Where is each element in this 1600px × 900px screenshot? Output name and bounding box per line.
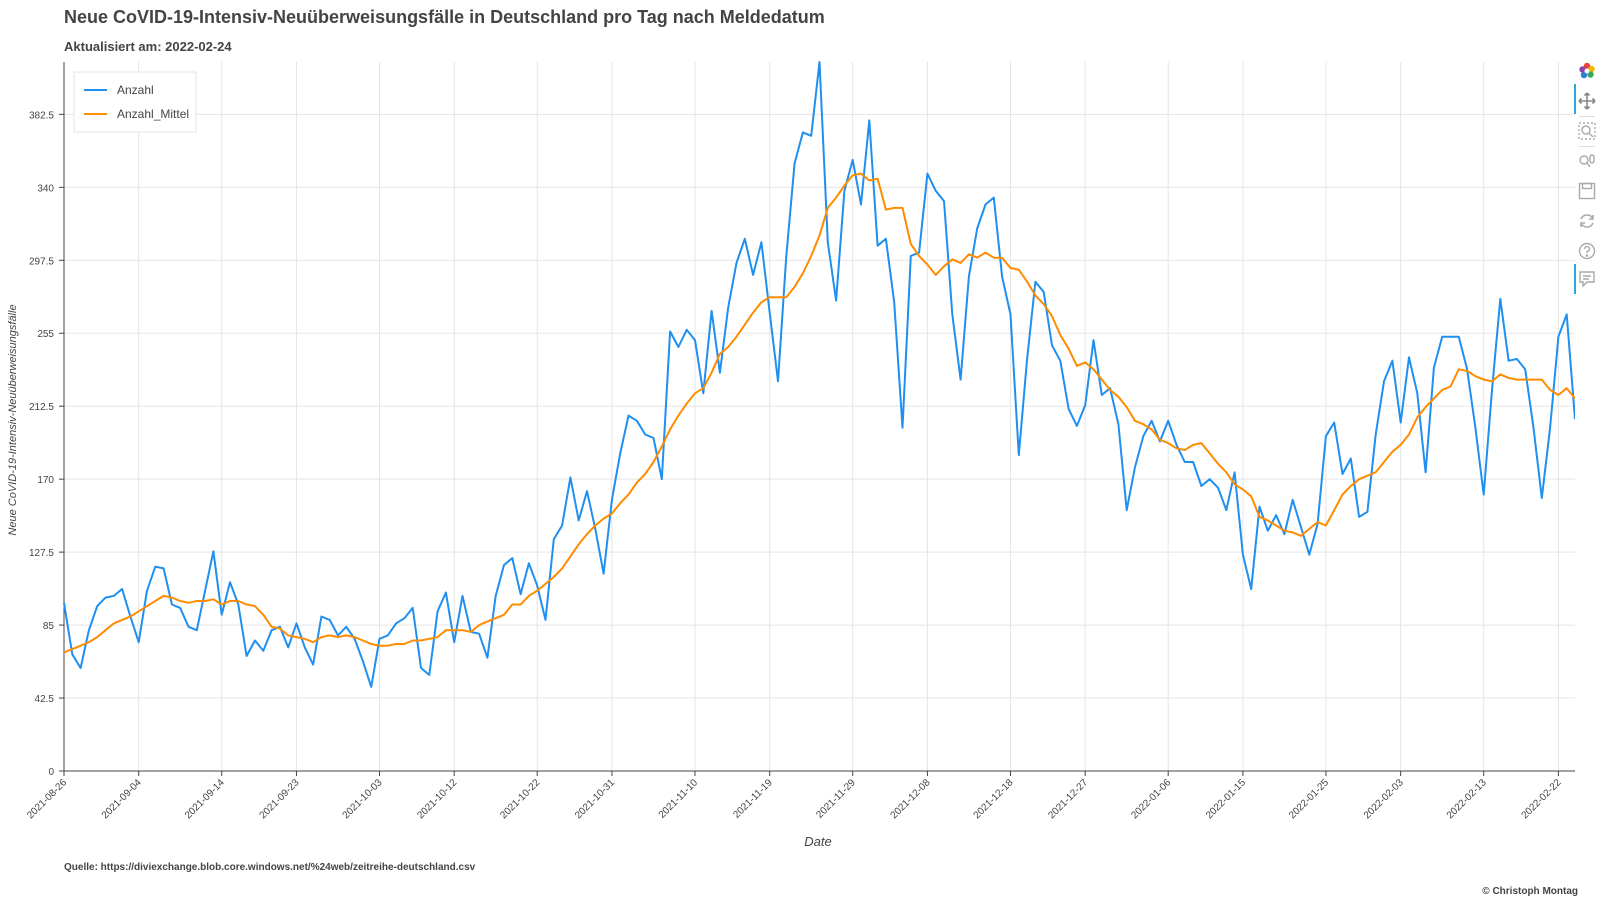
y-tick-label: 85 xyxy=(43,621,55,632)
x-tick-label: 2021-12-08 xyxy=(889,777,933,821)
wheel-zoom-icon[interactable] xyxy=(1576,150,1598,172)
bokeh-logo-icon[interactable] xyxy=(1576,60,1598,82)
x-tick-label: 2021-09-14 xyxy=(183,777,227,821)
x-tick-label: 2022-02-22 xyxy=(1520,777,1564,821)
y-tick-label: 127.5 xyxy=(29,548,54,559)
legend[interactable]: Anzahl Anzahl_Mittel xyxy=(73,71,197,133)
box-zoom-icon[interactable] xyxy=(1576,120,1598,142)
x-tick-label: 2022-01-06 xyxy=(1129,777,1173,821)
y-tick-label: 212.5 xyxy=(29,402,54,413)
series-line-anzahl xyxy=(63,61,1575,688)
x-tick-label: 2022-01-15 xyxy=(1204,777,1248,821)
chart-title: Neue CoVID-19-Intensiv-Neuüberweisungsfä… xyxy=(64,7,825,27)
pan-icon[interactable] xyxy=(1576,90,1598,112)
x-tick-label: 2022-02-03 xyxy=(1362,777,1406,821)
x-tick-label: 2021-09-23 xyxy=(258,777,302,821)
hover-icon[interactable] xyxy=(1576,268,1598,290)
y-tick-label: 255 xyxy=(37,329,54,340)
x-axis-label: Date xyxy=(804,834,831,849)
toolbar-separator xyxy=(1579,116,1595,117)
x-tick-label: 2022-01-25 xyxy=(1287,777,1331,821)
reset-icon[interactable] xyxy=(1576,210,1598,232)
y-axis-label: Neue CoVID-19-Intensiv-Neuüberweisungsfä… xyxy=(7,304,19,535)
x-tick-label: 2021-10-31 xyxy=(573,777,617,821)
toolbar-separator xyxy=(1579,146,1595,147)
legend-label: Anzahl_Mittel xyxy=(117,107,189,121)
x-tick-label: 2021-12-18 xyxy=(972,777,1016,821)
grid-lines xyxy=(63,62,1575,772)
y-tick-label: 0 xyxy=(48,767,54,778)
chart-subtitle: Aktualisiert am: 2022-02-24 xyxy=(64,39,232,54)
x-tick-label: 2021-11-29 xyxy=(814,777,858,821)
copyright-note: © Christoph Montag xyxy=(1482,886,1578,897)
x-tick-label: 2021-09-04 xyxy=(100,777,144,821)
x-tick-label: 2021-10-12 xyxy=(415,777,459,821)
active-tool-indicator xyxy=(1574,84,1576,114)
active-tool-indicator xyxy=(1574,264,1576,294)
x-tick-label: 2021-10-03 xyxy=(341,777,385,821)
line-chart[interactable]: 0 42.5 85 127.5 170 212.5 255 297.5 340 382.5 2021… xyxy=(0,0,1575,860)
y-tick-label: 42.5 xyxy=(35,694,55,705)
chart-toolbar xyxy=(1574,60,1598,300)
source-note: Quelle: https://diviexchange.blob.core.w… xyxy=(64,862,476,873)
y-tick-label: 382.5 xyxy=(29,110,54,121)
x-tick-label: 2021-08-26 xyxy=(25,777,69,821)
series-line-anzahl-mittel xyxy=(63,172,1575,654)
series-group xyxy=(63,61,1575,688)
y-tick-label: 297.5 xyxy=(29,256,54,267)
help-icon[interactable] xyxy=(1576,240,1598,262)
x-tick-label: 2021-10-22 xyxy=(498,777,542,821)
axes: 0 42.5 85 127.5 170 212.5 255 297.5 340 382.5 2021… xyxy=(25,62,1575,821)
x-tick-label: 2022-02-13 xyxy=(1445,777,1489,821)
x-tick-label: 2021-11-10 xyxy=(657,777,701,821)
x-tick-label: 2021-11-19 xyxy=(731,777,775,821)
y-tick-label: 170 xyxy=(37,475,54,486)
legend-box xyxy=(73,71,197,133)
x-tick-label: 2021-12-27 xyxy=(1046,777,1090,821)
legend-label: Anzahl xyxy=(117,83,154,97)
y-tick-label: 340 xyxy=(37,183,54,194)
save-icon[interactable] xyxy=(1576,180,1598,202)
